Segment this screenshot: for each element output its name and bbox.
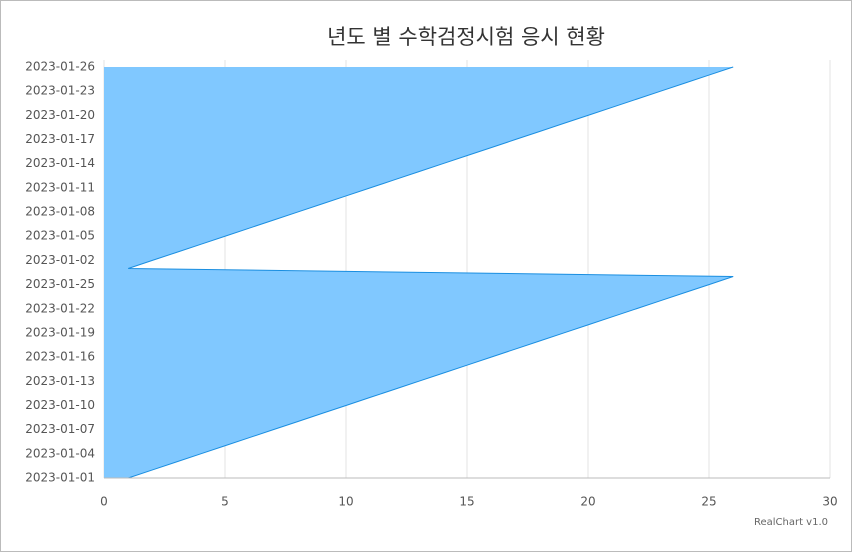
x-tick-label: 20 [580,495,595,509]
y-tick-label: 2023-01-08 [25,205,95,219]
y-tick-label: 2023-01-26 [25,60,95,74]
y-tick-label: 2023-01-20 [25,108,95,122]
x-tick-label: 5 [221,495,229,509]
chart-title: 년도 별 수학검정시험 응시 현황 [327,25,605,49]
x-tick-label: 30 [822,495,837,509]
y-tick-label: 2023-01-01 [25,471,95,485]
y-tick-label: 2023-01-22 [25,301,95,315]
y-tick-label: 2023-01-13 [25,374,95,388]
y-tick-label: 2023-01-05 [25,229,95,243]
y-tick-label: 2023-01-16 [25,350,95,364]
y-tick-label: 2023-01-10 [25,398,95,412]
y-tick-label: 2023-01-07 [25,422,95,436]
y-tick-label: 2023-01-02 [25,253,95,267]
y-tick-label: 2023-01-23 [25,84,95,98]
y-tick-label: 2023-01-14 [25,156,95,170]
y-tick-label: 2023-01-17 [25,132,95,146]
x-tick-label: 10 [338,495,353,509]
y-tick-label: 2023-01-25 [25,277,95,291]
x-tick-label: 25 [701,495,716,509]
y-tick-label: 2023-01-11 [25,180,95,194]
credits: RealChart v1.0 [754,517,828,528]
y-tick-label: 2023-01-19 [25,325,95,339]
x-tick-label: 0 [100,495,108,509]
x-tick-label: 15 [459,495,474,509]
y-tick-label: 2023-01-04 [25,446,95,460]
area-line [128,66,734,479]
